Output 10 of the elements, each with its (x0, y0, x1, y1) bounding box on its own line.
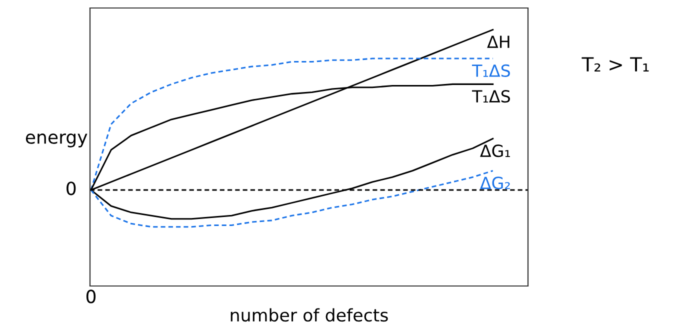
x-axis-title: number of defects (230, 308, 388, 322)
series-label: T₁ΔS (472, 90, 510, 103)
text: 0 (86, 290, 96, 304)
series-label: ΔG₂ (480, 176, 510, 190)
text: T₂ > T₁ (582, 57, 649, 72)
ref-line-label: 0 (66, 182, 76, 196)
y-axis-title: energy (26, 134, 88, 148)
series-label: ΔH (487, 36, 510, 48)
series-label: ΔG₁ (480, 144, 510, 158)
series-label: T₁ΔS (472, 64, 510, 77)
